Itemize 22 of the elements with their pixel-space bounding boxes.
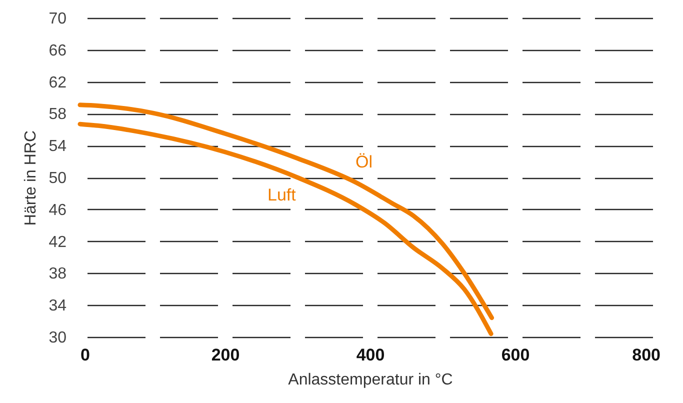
- y-tick-label: 30: [48, 330, 67, 346]
- line-series: [78, 122, 494, 336]
- y-tick-label: 38: [48, 266, 67, 283]
- x-tick-label: 0: [80, 346, 90, 364]
- x-tick-label: 400: [356, 346, 385, 364]
- y-tick-label: 34: [48, 298, 67, 315]
- y-tick-label: 62: [48, 74, 67, 92]
- series-label: Luft: [268, 186, 296, 204]
- y-tick-label: 54: [48, 138, 67, 156]
- y-tick-label: 50: [48, 170, 67, 187]
- x-tick-label: 600: [501, 346, 530, 364]
- y-tick-label: 46: [48, 202, 67, 219]
- y-tick-label: 58: [48, 106, 67, 124]
- y-tick-label: 42: [48, 234, 67, 251]
- x-tick-label: 800: [632, 346, 660, 364]
- x-axis-title: Anlasstemperatur in °C: [288, 372, 453, 388]
- x-tick-label: 200: [211, 346, 240, 364]
- line-series: [78, 102, 494, 320]
- y-tick-label: 66: [48, 42, 67, 60]
- y-axis-title: Härte in HRC: [22, 130, 40, 226]
- y-tick-label: 70: [48, 10, 67, 28]
- series-label: Öl: [356, 152, 372, 172]
